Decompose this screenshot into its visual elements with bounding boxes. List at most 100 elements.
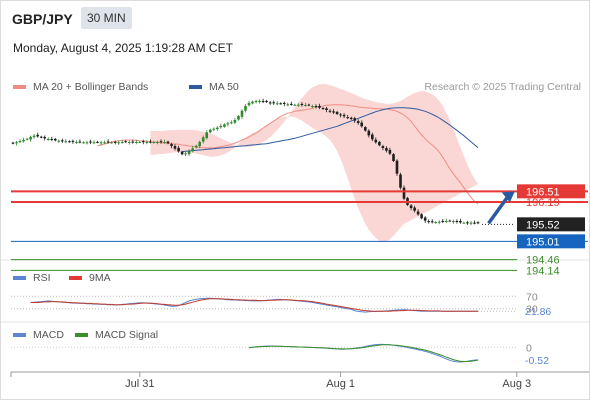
candle-body — [392, 154, 395, 161]
candle-body — [184, 153, 187, 155]
candle-body — [191, 148, 194, 151]
candle-body — [149, 141, 152, 143]
candle-body — [399, 174, 402, 188]
candle-body — [346, 117, 349, 119]
candle-body — [374, 139, 378, 143]
candle-body — [113, 141, 117, 143]
level-195-52-tag — [517, 217, 585, 232]
rsi-tick-70: 70 — [526, 291, 538, 303]
level-195-52-label: 195.52 — [526, 219, 560, 231]
macd-legend-swatch-0 — [13, 333, 26, 337]
candle-body — [427, 221, 430, 223]
candle-body — [99, 142, 103, 144]
candle-body — [367, 130, 371, 136]
x-tick-label: Jul 31 — [125, 378, 154, 390]
candle-body — [297, 104, 300, 106]
rsi-legend-label-0: RSI — [33, 272, 51, 284]
candle-body — [307, 104, 311, 106]
candle-body — [223, 124, 226, 127]
candle-body — [61, 140, 64, 142]
timestamp: Monday, August 4, 2025 1:19:28 AM CET — [13, 41, 233, 55]
candle-body — [75, 142, 78, 143]
macd-tick-0: 0 — [526, 342, 532, 354]
candle-body — [25, 138, 29, 140]
candle-body — [32, 135, 36, 137]
candle-body — [318, 105, 321, 108]
level-194-46-label: 194.46 — [526, 255, 560, 267]
candle-body — [43, 136, 46, 139]
candle-body — [198, 142, 201, 147]
candle-body — [441, 220, 445, 222]
candle-body — [173, 146, 177, 149]
candle-body — [103, 142, 106, 144]
candle-body — [29, 137, 32, 140]
candle-body — [430, 221, 434, 223]
candle-body — [152, 142, 156, 143]
candle-body — [311, 106, 314, 107]
candle-body — [22, 140, 25, 142]
candle-body — [216, 127, 219, 130]
candle-body — [18, 141, 22, 142]
candle-body — [282, 102, 286, 104]
candle-body — [226, 123, 230, 125]
candle-body — [268, 102, 272, 104]
candle-body — [233, 120, 237, 123]
candle-body — [166, 141, 170, 144]
candle-body — [177, 147, 180, 152]
candle-body — [286, 104, 290, 106]
price-legend-label-1: MA 50 — [209, 81, 239, 93]
candle-body — [353, 118, 356, 121]
candle-body — [96, 141, 99, 143]
rsi-current-label: 21.86 — [525, 306, 551, 318]
candle-body — [71, 140, 75, 142]
candle-body — [46, 139, 50, 140]
candle-body — [325, 108, 328, 110]
candle-body — [265, 100, 268, 102]
candle-body — [371, 134, 374, 140]
timeframe-badge[interactable]: 30 MIN — [81, 7, 132, 29]
candle-body — [434, 222, 437, 223]
level-195-01-tag — [517, 234, 585, 249]
candle-body — [92, 142, 96, 144]
scenario-arrow-shaft — [487, 194, 511, 225]
candle-body — [388, 149, 392, 154]
price-legend-swatch-0 — [13, 85, 26, 89]
candle-body — [170, 144, 173, 146]
scenario-arrow-head — [501, 191, 515, 203]
candle-body — [455, 221, 459, 222]
level-196-19-label: 196.19 — [526, 197, 560, 209]
level-194-14-label: 194.14 — [526, 265, 560, 277]
rsi-tick-30: 30 — [526, 304, 538, 316]
candle-body — [459, 220, 462, 223]
candle-body — [124, 141, 127, 143]
price-legend-swatch-1 — [189, 85, 202, 89]
candle-body — [142, 141, 145, 143]
candle-body — [135, 142, 138, 143]
candle-body — [339, 114, 342, 116]
candle-body — [187, 151, 191, 155]
candle-body — [50, 139, 54, 140]
candle-body — [437, 221, 441, 223]
candle-body — [209, 129, 212, 133]
candle-body — [82, 142, 85, 144]
candle-body — [452, 221, 455, 222]
level-196-51-tag — [517, 184, 585, 199]
macd-legend-label-1: MACD Signal — [95, 329, 158, 341]
candle-body — [15, 142, 18, 144]
candle-body — [332, 111, 335, 113]
candle-body — [378, 141, 381, 146]
rsi-legend-swatch-0 — [13, 276, 26, 280]
ma50-line — [182, 107, 479, 153]
symbol-title: GBP/JPY — [12, 11, 73, 27]
candle-body — [258, 101, 261, 102]
x-tick-label: Aug 3 — [502, 378, 531, 390]
candle-body — [78, 141, 82, 143]
credit-text: Research © 2025 Trading Central — [424, 81, 581, 93]
candle-body — [180, 151, 184, 155]
candle-body — [131, 141, 135, 143]
macd-legend-label-0: MACD — [33, 329, 64, 341]
candle-body — [349, 117, 353, 119]
candle-body — [402, 187, 406, 199]
candle-body — [469, 222, 473, 224]
